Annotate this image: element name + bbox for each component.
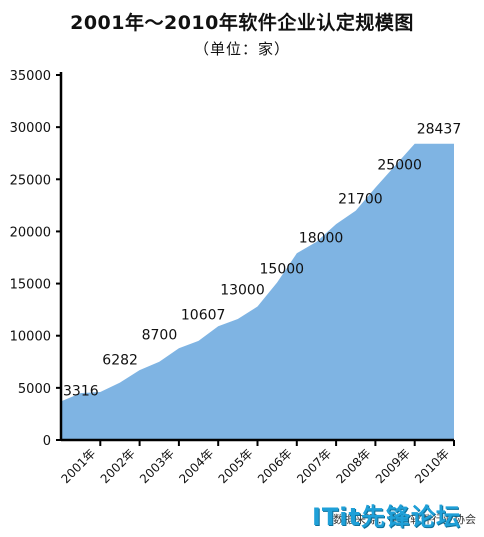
data-label: 8700 (142, 327, 178, 343)
y-tick-label: 30000 (10, 121, 51, 136)
x-axis-ticks: 2001年 2002年 2003年 2004年 2005年 2006年 2007年 2008年… (58, 440, 455, 486)
chart-title: 2001年～2010年软件企业认定规模图 (70, 12, 414, 34)
source-note: 数据来源：中国软件行业协会 (333, 513, 476, 526)
data-label: 28437 (417, 121, 462, 137)
y-tick-label: 20000 (10, 225, 51, 240)
x-tick-label: 2001年 (58, 446, 98, 486)
y-tick-label: 0 (43, 434, 51, 449)
x-tick-label: 2004年 (176, 446, 216, 486)
data-label: 21700 (338, 192, 383, 208)
y-axis-ticks: 0 5000 10000 15000 20000 25000 30000 35000 (10, 69, 61, 449)
x-tick-label: 2008年 (334, 446, 374, 486)
x-tick-label: 2010年 (412, 446, 452, 486)
data-label: 13000 (220, 282, 265, 298)
y-tick-label: 35000 (10, 69, 51, 84)
area-series-fill (61, 143, 454, 441)
y-tick-label: 10000 (10, 330, 51, 345)
x-tick-label: 2007年 (294, 446, 334, 486)
x-tick-label: 2006年 (255, 446, 295, 486)
data-label: 6282 (102, 352, 138, 368)
chart-subtitle: （单位：家） (193, 40, 290, 58)
data-label: 15000 (260, 262, 305, 278)
data-label: 10607 (181, 307, 226, 323)
x-tick-label: 2005年 (216, 446, 256, 486)
data-label: 18000 (299, 230, 344, 246)
y-tick-label: 25000 (10, 173, 51, 188)
x-tick-label: 2009年 (373, 446, 413, 486)
y-tick-label: 15000 (10, 278, 51, 293)
y-tick-label: 5000 (18, 382, 51, 397)
data-label: 25000 (377, 157, 422, 173)
watermark-logo: ITit先锋论坛 (312, 503, 461, 531)
x-tick-label: 2002年 (98, 446, 138, 486)
data-label: 3316 (63, 383, 99, 399)
x-tick-label: 2003年 (137, 446, 177, 486)
